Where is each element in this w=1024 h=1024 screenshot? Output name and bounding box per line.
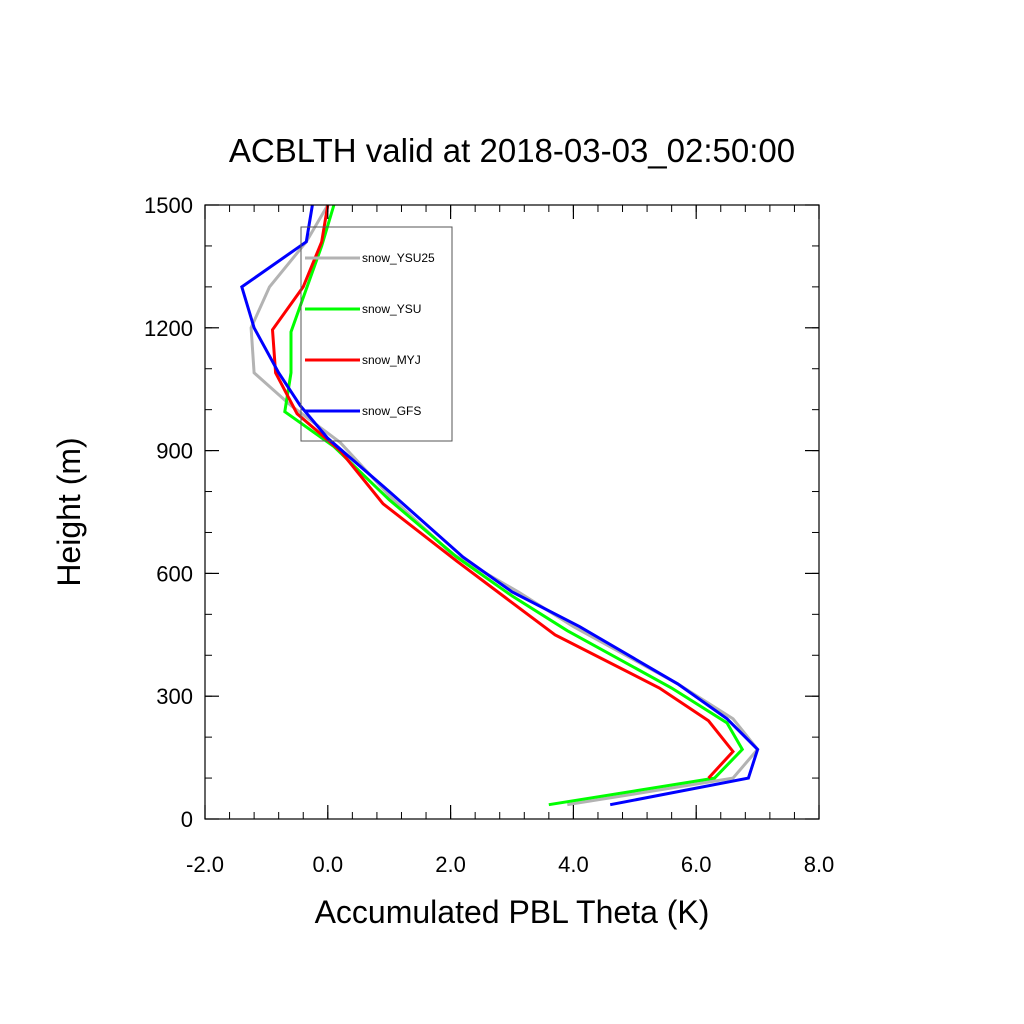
series-line-1 (283, 204, 745, 807)
legend-box (300, 226, 453, 442)
x-tick-label: 4.0 (558, 852, 589, 877)
series-layer (240, 204, 760, 807)
chart-title: ACBLTH valid at 2018-03-03_02:50:00 (229, 132, 795, 169)
y-tick-label: 1200 (144, 316, 193, 341)
x-axis-label: Accumulated PBL Theta (K) (315, 894, 710, 930)
x-tick-label: 6.0 (681, 852, 712, 877)
y-tick-label: 900 (156, 439, 193, 464)
x-tick-label: -2.0 (186, 852, 224, 877)
legend-label: snow_YSU25 (362, 251, 435, 265)
y-axis-label: Height (m) (51, 437, 87, 586)
y-tick-label: 0 (181, 807, 193, 832)
ticks-layer: -2.0 0.0 2.0 4.0 6.0 8.0 0 300 600 900 1200 1500 (144, 193, 834, 877)
legend-label: snow_MYJ (362, 353, 421, 367)
plot-frame (204, 204, 820, 820)
series-line-3 (240, 204, 760, 807)
series-line-0 (249, 204, 760, 807)
legend-label: snow_GFS (362, 404, 421, 418)
y-tick-label: 300 (156, 684, 193, 709)
legend-label: snow_YSU (362, 302, 421, 316)
x-tick-label: 0.0 (313, 852, 344, 877)
legend: snow_YSU25 snow_YSU snow_MYJ snow_GFS (300, 226, 453, 442)
x-tick-label: 8.0 (804, 852, 835, 877)
y-tick-label: 600 (156, 561, 193, 586)
series-line-2 (270, 204, 735, 780)
y-tick-label: 1500 (144, 193, 193, 218)
x-tick-label: 2.0 (435, 852, 466, 877)
